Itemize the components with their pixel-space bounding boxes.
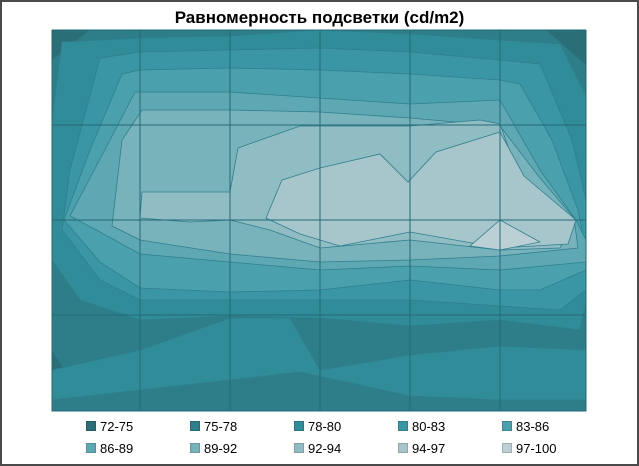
- legend-label: 83-86: [516, 418, 550, 434]
- legend-item: 92-94: [294, 440, 398, 456]
- legend-item: 86-89: [86, 440, 190, 456]
- legend-item: 80-83: [398, 418, 502, 434]
- legend-label: 94-97: [412, 440, 446, 456]
- legend-label: 78-80: [308, 418, 342, 434]
- legend-swatch: [502, 443, 512, 453]
- legend-swatch: [398, 443, 408, 453]
- legend-item: 72-75: [86, 418, 190, 434]
- legend-swatch: [190, 421, 200, 431]
- legend-item: 97-100: [502, 440, 606, 456]
- legend-item: 89-92: [190, 440, 294, 456]
- legend-swatch: [294, 421, 304, 431]
- legend-item: 83-86: [502, 418, 606, 434]
- legend-swatch: [294, 443, 304, 453]
- legend-swatch: [502, 421, 512, 431]
- contour-band-72-75-top-right: [546, 30, 586, 65]
- legend-item: 78-80: [294, 418, 398, 434]
- legend-swatch: [86, 443, 96, 453]
- legend-item: 94-97: [398, 440, 502, 456]
- legend-label: 86-89: [100, 440, 134, 456]
- legend-label: 80-83: [412, 418, 446, 434]
- legend-item: 75-78: [190, 418, 294, 434]
- legend-label: 89-92: [204, 440, 238, 456]
- legend-label: 97-100: [516, 440, 557, 456]
- legend-label: 72-75: [100, 418, 134, 434]
- chart-title: Равномерность подсветки (cd/m2): [174, 8, 465, 27]
- legend-swatch: [190, 443, 200, 453]
- legend-swatch: [398, 421, 408, 431]
- chart-legend: 72-75 75-78 78-80 80-83 83-86 86-89 89-92 92-94…: [86, 418, 606, 456]
- legend-label: 75-78: [204, 418, 238, 434]
- legend-swatch: [86, 421, 96, 431]
- legend-label: 92-94: [308, 440, 342, 456]
